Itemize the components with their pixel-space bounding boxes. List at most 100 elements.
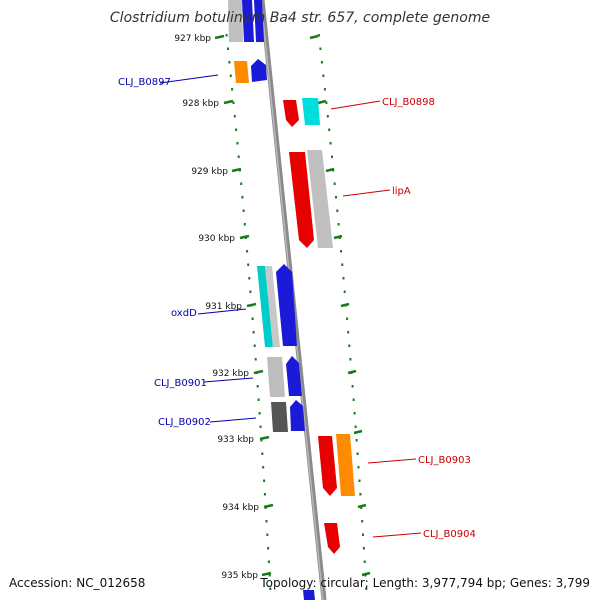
- gene-blue-top-a[interactable]: [242, 0, 254, 42]
- label-CLJ_B0903[interactable]: CLJ_B0903: [418, 455, 471, 466]
- right-tick-dot: [349, 358, 352, 361]
- right-tick-dot: [362, 533, 364, 536]
- left-tick-dot: [248, 277, 251, 280]
- left-tick-dot: [266, 533, 269, 536]
- left-tick-dot: [263, 479, 266, 482]
- right-tick-dot: [322, 74, 325, 77]
- kbp-tick-931: [246, 302, 257, 308]
- kbp-tick-932: [253, 369, 264, 375]
- right-tick-dot: [356, 452, 359, 455]
- label-leaders: [159, 74, 422, 538]
- left-tick-dot: [267, 560, 270, 563]
- right-tick-dot: [325, 101, 328, 104]
- kbp-tick-934: [263, 503, 274, 509]
- left-tick-dot: [259, 425, 262, 428]
- left-tick-dot: [265, 520, 268, 523]
- left-tick-dot: [268, 574, 271, 577]
- kbp-label-930: 930 kbp: [198, 234, 235, 244]
- gene-lipA-red[interactable]: [289, 152, 314, 248]
- right-tick-dot: [363, 560, 366, 563]
- kbp-tick-935: [261, 571, 272, 577]
- gene-oxdD-grey[interactable]: [265, 266, 280, 347]
- gene-CLJ_B0898-red[interactable]: [283, 100, 299, 127]
- right-tick-dot: [354, 425, 357, 428]
- left-tick-dot: [249, 290, 252, 293]
- kbp-label-932: 932 kbp: [212, 369, 249, 379]
- right-tick-dot: [331, 155, 333, 158]
- gene-bottom-blue[interactable]: [303, 590, 315, 600]
- kbp-label-929: 929 kbp: [191, 167, 228, 177]
- accession-text: Accession: NC_012658: [9, 576, 146, 590]
- kbp-label-927: 927 kbp: [174, 34, 211, 44]
- right-tick-dot: [337, 223, 340, 226]
- gene-lipA-grey[interactable]: [307, 150, 333, 248]
- kbp-label-934: 934 kbp: [222, 503, 259, 513]
- gene-CLJ_B0902-darkgrey[interactable]: [271, 402, 288, 432]
- kbp-tick-933: [259, 435, 270, 441]
- gene-CLJ_B0903-red[interactable]: [318, 436, 337, 496]
- right-tick-dot: [362, 547, 365, 550]
- right-tick-dot: [359, 493, 362, 496]
- gene-CLJ_B0897-blue[interactable]: [251, 59, 267, 82]
- right-tick-dot: [329, 142, 332, 145]
- label-oxdD[interactable]: oxdD: [171, 308, 197, 319]
- gene-grey-top[interactable]: [228, 0, 243, 42]
- left-tick-dot: [225, 34, 228, 37]
- kbp-tick-930: [239, 234, 250, 240]
- right-tick-dot: [333, 182, 336, 185]
- right-tick-dot: [358, 479, 361, 482]
- left-tick-dot: [257, 398, 260, 401]
- label-lipA[interactable]: lipA: [392, 186, 411, 197]
- left-tick-dot: [263, 493, 266, 496]
- right-tick-dot: [336, 209, 339, 212]
- right-tick-dot: [342, 277, 345, 280]
- kbp-tick-928: [223, 99, 234, 105]
- right-tick-dot: [357, 466, 360, 469]
- right-tick-dot: [341, 263, 344, 266]
- kbp-scale: 927 kbp 928 kbp 929 kbp 930 kbp 931 kbp …: [174, 34, 274, 581]
- left-tick-dot: [227, 47, 229, 50]
- left-tick-dot: [256, 385, 259, 388]
- kbp-tick-927: [214, 34, 225, 40]
- left-tick-dot: [258, 412, 261, 415]
- left-tick-dot: [231, 88, 234, 91]
- left-tick-dot: [267, 547, 270, 550]
- label-CLJ_B0904[interactable]: CLJ_B0904: [423, 529, 476, 540]
- right-tick-dot: [352, 398, 355, 401]
- gene-CLJ_B0902-blue[interactable]: [290, 400, 305, 431]
- label-CLJ_B0901[interactable]: CLJ_B0901: [154, 378, 207, 389]
- right-tick-dot: [353, 412, 356, 415]
- left-tick-dot: [251, 317, 254, 320]
- left-tick-dot: [261, 452, 264, 455]
- left-tick-dot: [237, 155, 240, 158]
- forward-strand-genes: [283, 98, 355, 554]
- right-tick-dot: [361, 520, 364, 523]
- gene-CLJ_B0897-orange[interactable]: [234, 61, 249, 83]
- left-tick-dot: [235, 128, 238, 131]
- gene-CLJ_B0901-grey[interactable]: [267, 357, 285, 397]
- kbp-tick-929: [231, 167, 242, 173]
- left-tick-dot: [241, 196, 244, 199]
- gene-CLJ_B0904-red[interactable]: [324, 523, 340, 554]
- gene-oxdD-blue[interactable]: [276, 264, 297, 346]
- gene-CLJ_B0903-orange[interactable]: [336, 434, 355, 496]
- left-tick-dot: [254, 358, 257, 361]
- left-tick-dot: [253, 344, 256, 347]
- genome-summary-text: Topology: circular; Length: 3,977,794 bp…: [260, 576, 590, 590]
- gene-CLJ_B0901-blue[interactable]: [286, 356, 302, 396]
- gene-blue-top-b[interactable]: [254, 0, 264, 42]
- right-tick-dot: [347, 331, 350, 334]
- label-CLJ_B0897[interactable]: CLJ_B0897: [118, 77, 171, 88]
- kbp-label-935: 935 kbp: [221, 571, 258, 581]
- right-tick-dot: [320, 61, 323, 64]
- right-tick-dot: [343, 290, 346, 293]
- left-tick-dot: [240, 182, 243, 185]
- label-CLJ_B0902[interactable]: CLJ_B0902: [158, 417, 211, 428]
- right-tick-dot: [355, 439, 358, 442]
- gene-labels: CLJ_B0897 CLJ_B0898 lipA oxdD CLJ_B0901 …: [118, 77, 476, 540]
- kbp-label-933: 933 kbp: [217, 435, 254, 445]
- gene-oxdD-cyan[interactable]: [257, 266, 273, 347]
- label-CLJ_B0898[interactable]: CLJ_B0898: [382, 97, 435, 108]
- right-tick-dot: [323, 88, 326, 91]
- gene-CLJ_B0898-cyan[interactable]: [302, 98, 320, 125]
